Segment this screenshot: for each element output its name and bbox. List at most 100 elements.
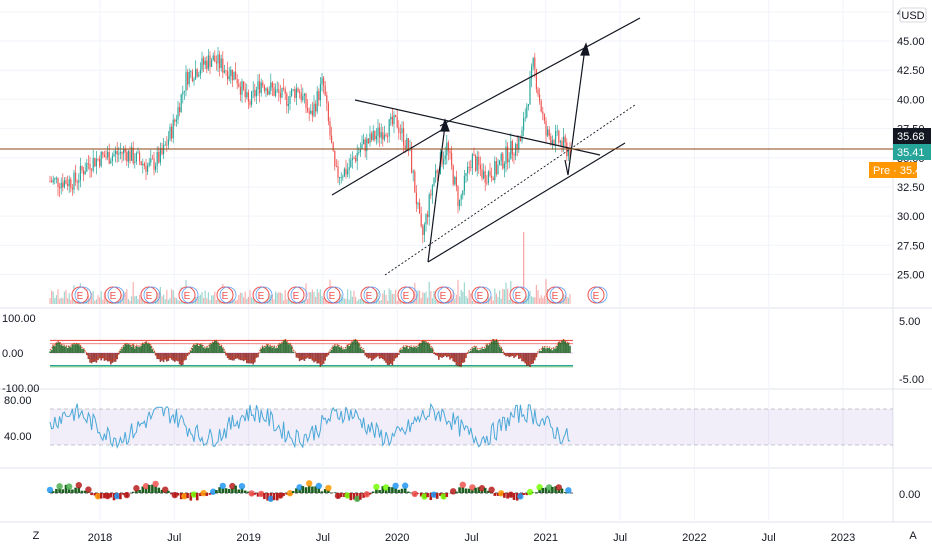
volume-bar [158,292,160,304]
momentum-bar [189,493,193,501]
momentum-dot [238,482,246,490]
oscillator-histogram-bar [145,341,147,353]
price-candle-body [271,82,273,88]
price-candle-body [124,149,126,153]
momentum-bar [221,487,225,493]
earnings-marker-label: E [593,291,600,302]
oscillator-histogram-bar [561,340,563,353]
volume-bar [566,296,568,304]
volume-bar [396,300,398,304]
momentum-bar [317,487,321,493]
price-candle-body [83,170,85,175]
time-tick-label: 2018 [88,532,112,544]
oscillator-histogram-bar [345,348,347,353]
volume-spike-bar [523,232,525,304]
price-candle-body [431,185,433,196]
oscillator-histogram-bar [290,346,293,353]
oscillator-histogram-bar [388,353,390,366]
time-tick-label: 2021 [534,532,558,544]
oscillator-histogram-bar [89,353,91,363]
momentum-bar [419,493,423,497]
auto-scale-button[interactable]: A [909,530,917,542]
price-candle-body [495,161,497,174]
price-candle-body [460,195,462,200]
momentum-dot [488,486,495,494]
volume-bar [430,291,432,304]
momentum-bar [157,487,161,493]
volume-bar [143,300,145,304]
oscillator-histogram-bar [364,353,366,356]
price-candle-body [407,138,409,151]
price-candle-body [110,161,112,164]
momentum-bar [154,485,157,493]
volume-bar [249,289,251,304]
volume-bar [451,294,453,304]
oscillator-left-tick: -100.00 [2,383,39,395]
price-candle-body [441,152,443,165]
earnings-marker-label: E [184,291,191,302]
oscillator-histogram-bar [442,353,445,358]
price-candle-body [355,158,357,162]
momentum-bar [298,489,301,493]
volume-bar [169,298,171,304]
oscillator-histogram-bar [430,347,432,353]
volume-bar [273,299,275,304]
price-candle-body [563,136,565,148]
volume-bar [139,294,141,304]
volume-bar [316,289,318,304]
volume-bar [395,289,397,304]
volume-bar [423,293,425,304]
oscillator-histogram-bar [214,340,216,353]
oscillator-histogram-bar [382,353,384,360]
trendline-drawings[interactable] [331,17,641,276]
oscillator-histogram-bar [433,353,435,355]
oscillator-histogram-bar [140,345,142,353]
volume-bar [318,292,320,304]
volume-bar [167,299,169,304]
momentum-dot [536,484,543,491]
volume-bar [561,297,563,304]
price-candle-body [51,181,53,183]
momentum-bar [554,486,557,493]
price-candle-body [505,146,507,164]
momentum-bar [474,487,477,493]
volume-bar [233,298,235,304]
price-candle-body [223,70,225,73]
price-candle-body [455,176,457,187]
price-candle-body [326,95,328,104]
price-candle-body [391,116,393,125]
volume-bar [52,291,54,304]
oscillator-histogram-bar [498,346,501,353]
price-candle-body [100,152,102,167]
earnings-marker-label: E [515,291,522,302]
momentum-bar [464,488,468,493]
price-candle-body [79,165,81,181]
oscillator-histogram-bar [220,345,222,353]
price-candle-body [235,71,237,80]
volume-bar [278,292,280,304]
price-candle-body [151,158,153,160]
momentum-bar [416,493,420,494]
price-candle-body [270,82,272,91]
oscillator-histogram-bar [135,346,138,353]
volume-bar [308,291,310,304]
oscillator-histogram-bar [524,353,526,364]
time-zone-button[interactable]: Z [32,530,40,542]
price-candle-body [435,170,437,178]
momentum-bar [285,493,289,495]
price-candle-body [284,88,286,94]
momentum-bar [493,493,497,496]
momentum-bar [435,493,439,499]
oscillator-histogram-bar [175,353,178,361]
oscillator-histogram-bar [490,341,493,353]
momentum-bar [67,488,71,493]
price-candle-body [273,87,275,96]
price-candle-body [236,79,238,84]
volume-bar [379,300,381,304]
volume-bar [289,299,291,304]
price-candle-body [422,226,424,235]
momentum-dot [277,492,284,499]
volume-bar [417,290,419,304]
oscillator-histogram-bar [543,347,546,353]
